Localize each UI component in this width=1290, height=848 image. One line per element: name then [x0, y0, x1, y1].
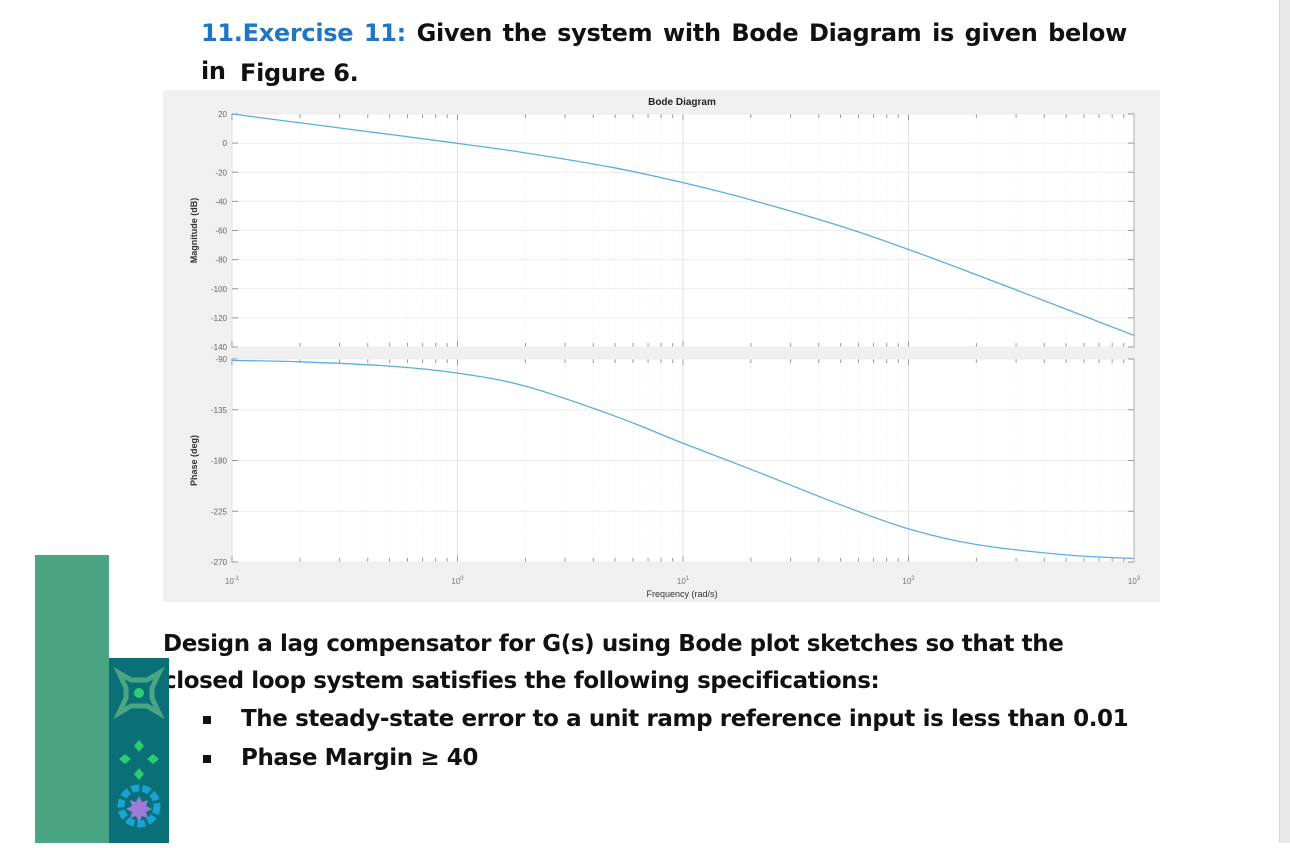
y-tick-label: -90	[215, 355, 227, 364]
y-tick-label: 20	[218, 110, 227, 119]
x-tick-label: 10-1	[225, 576, 240, 586]
spec-item: Phase Margin ≥ 40	[200, 739, 1128, 778]
specifications-list: The steady-state error to a unit ramp re…	[200, 700, 1128, 778]
bullet-square-icon	[203, 755, 211, 763]
y-tick-label: -40	[215, 197, 227, 206]
y-tick-label: -180	[211, 457, 228, 466]
y-tick-label: -100	[211, 285, 228, 294]
exercise-number: 11.Exercise 11:	[201, 19, 406, 47]
decorative-green-bar	[35, 555, 109, 843]
spec-text: Phase Margin ≥ 40	[241, 739, 478, 778]
y-tick-label: -80	[215, 256, 227, 265]
exercise-heading-line2: Figure 6.	[240, 54, 358, 92]
y-tick-label: -20	[215, 168, 227, 177]
y-tick-label: -140	[211, 343, 228, 352]
bullet-square-icon	[203, 716, 211, 724]
y-axis-label: Magnitude (dB)	[189, 198, 199, 264]
decorative-teal-bar	[109, 658, 169, 843]
design-instructions: Design a lag compensator for G(s) using …	[163, 626, 1133, 700]
x-axis-label: Frequency (rad/s)	[646, 589, 717, 599]
page-gutter	[1279, 0, 1290, 843]
x-tick-label: 103	[1128, 576, 1141, 586]
decorative-pattern-icon	[109, 658, 169, 843]
x-tick-label: 101	[677, 576, 690, 586]
spec-text: The steady-state error to a unit ramp re…	[241, 700, 1128, 739]
bode-figure: Bode Diagram 20 0 -20 -40 -60 -80 -100 -120 -140 M…	[163, 90, 1160, 602]
y-tick-label: -60	[215, 227, 227, 236]
y-tick-label: -225	[211, 507, 228, 516]
x-tick-label: 102	[902, 576, 915, 586]
bode-diagram: Bode Diagram 20 0 -20 -40 -60 -80 -100 -120 -140 M…	[163, 90, 1160, 602]
spec-item: The steady-state error to a unit ramp re…	[200, 700, 1128, 739]
y-tick-label: -120	[211, 314, 228, 323]
chart-title: Bode Diagram	[648, 97, 716, 108]
y-tick-label: -270	[211, 558, 228, 567]
y-tick-label: 0	[223, 139, 228, 148]
y-tick-label: -135	[211, 406, 228, 415]
x-tick-label: 100	[451, 576, 464, 586]
y-axis-label: Phase (deg)	[189, 435, 199, 486]
